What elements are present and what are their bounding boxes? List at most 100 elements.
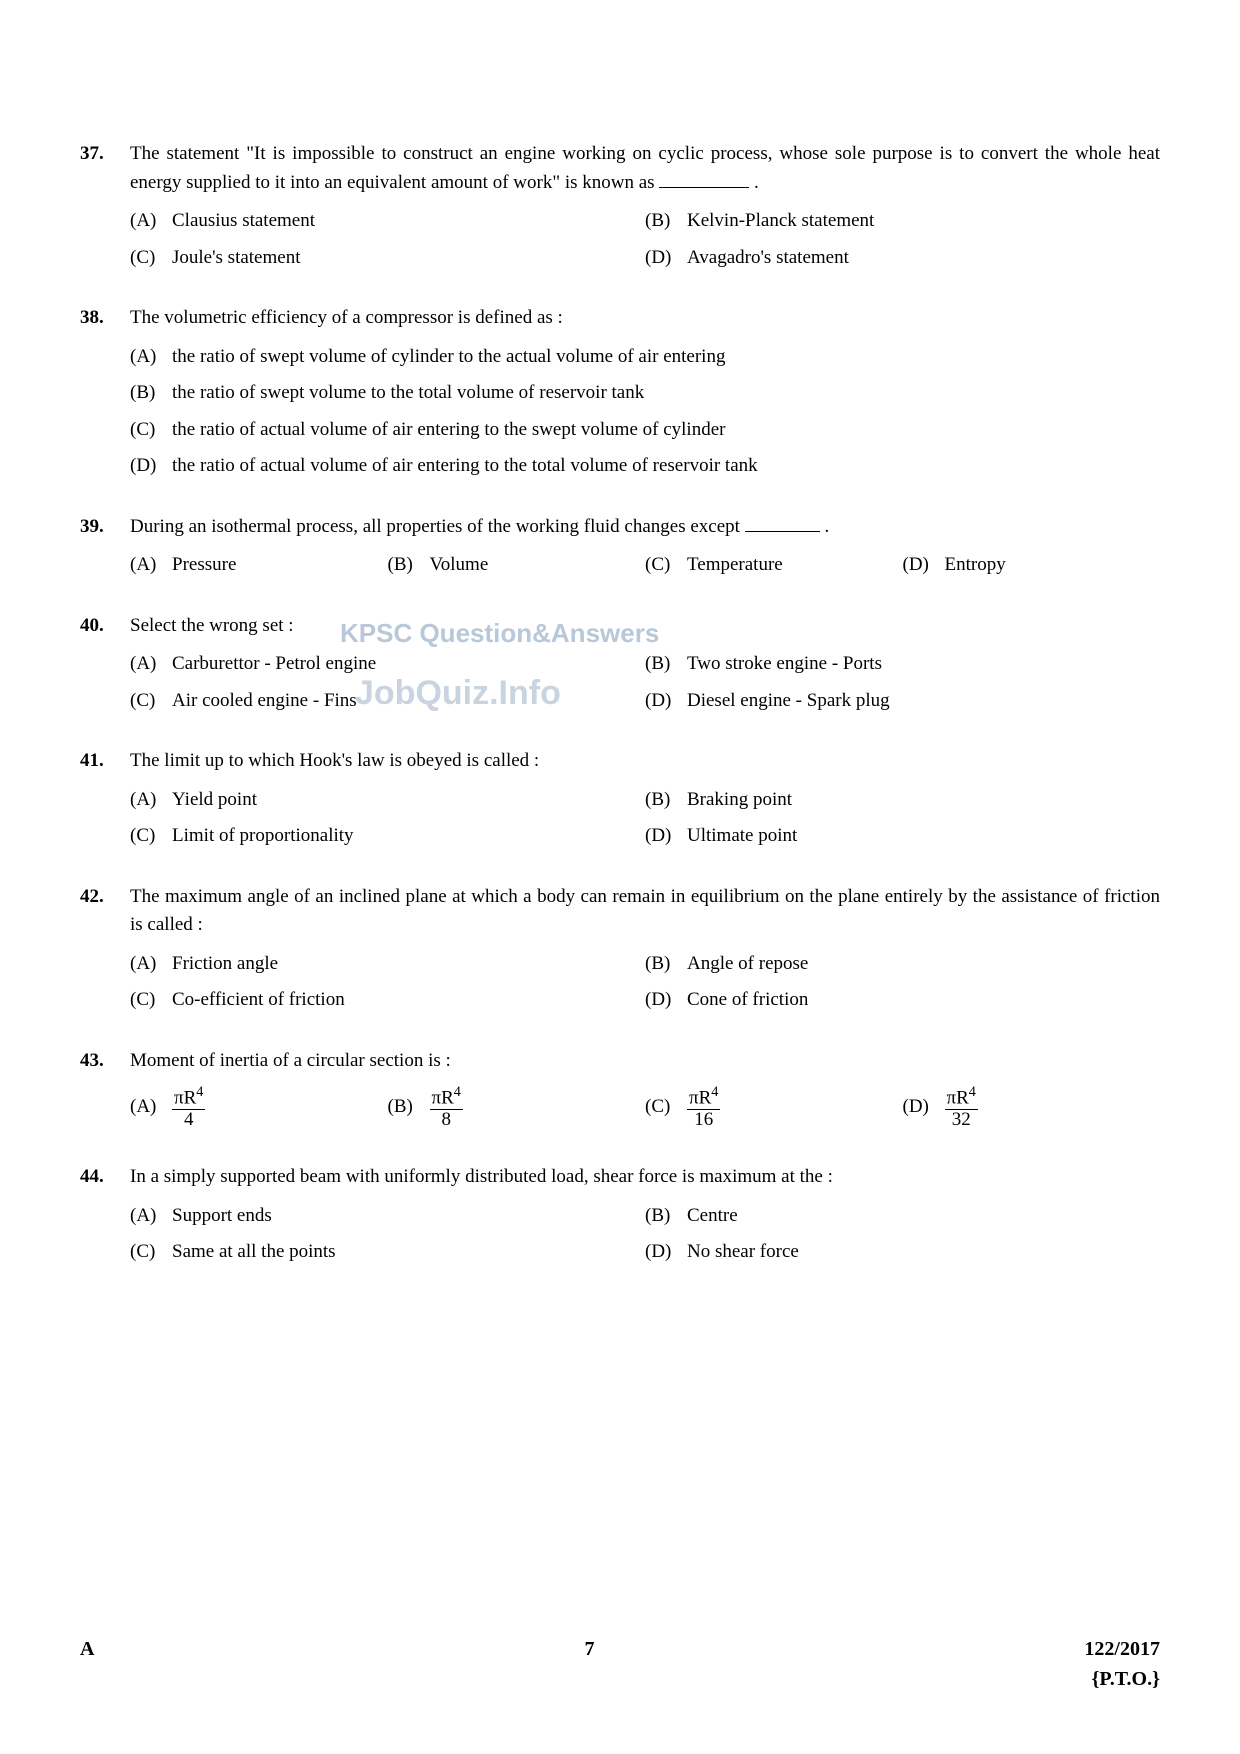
option: (A)Pressure bbox=[130, 551, 388, 580]
option-label: (D) bbox=[903, 551, 945, 580]
option-text: Kelvin-Planck statement bbox=[687, 207, 1160, 236]
option-label: (B) bbox=[645, 1202, 687, 1231]
option: (A)Yield point bbox=[130, 786, 645, 815]
question-number: 39. bbox=[80, 513, 130, 542]
option: (D)Entropy bbox=[903, 551, 1161, 580]
option-text: Entropy bbox=[945, 551, 1161, 580]
option-label: (C) bbox=[130, 822, 172, 851]
option: (D)the ratio of actual volume of air ent… bbox=[130, 452, 1160, 481]
option: (B)Kelvin-Planck statement bbox=[645, 207, 1160, 236]
option-label: (A) bbox=[130, 551, 172, 580]
option-text: Friction angle bbox=[172, 950, 645, 979]
question-body: The limit up to which Hook's law is obey… bbox=[130, 747, 1160, 851]
question-text: The maximum angle of an inclined plane a… bbox=[130, 883, 1160, 940]
option-label: (C) bbox=[645, 1093, 687, 1122]
option-text: Co-efficient of friction bbox=[172, 986, 645, 1015]
option-label: (D) bbox=[903, 1093, 945, 1122]
option-text: the ratio of actual volume of air enteri… bbox=[172, 452, 1160, 481]
option-label: (C) bbox=[130, 687, 172, 716]
question-text: The volumetric efficiency of a compresso… bbox=[130, 304, 1160, 333]
option: (A)Support ends bbox=[130, 1202, 645, 1231]
question-body: The volumetric efficiency of a compresso… bbox=[130, 304, 1160, 481]
option-label: (B) bbox=[130, 379, 172, 408]
option-label: (D) bbox=[645, 1238, 687, 1267]
option-text: Diesel engine - Spark plug bbox=[687, 687, 1160, 716]
option-text: Avagadro's statement bbox=[687, 244, 1160, 273]
question-body: The maximum angle of an inclined plane a… bbox=[130, 883, 1160, 1015]
question-number: 38. bbox=[80, 304, 130, 333]
question-text: During an isothermal process, all proper… bbox=[130, 513, 1160, 542]
question: 40.Select the wrong set :(A)Carburettor … bbox=[80, 612, 1160, 716]
option-text: Pressure bbox=[172, 551, 388, 580]
option: (A)Friction angle bbox=[130, 950, 645, 979]
options-container: (A)Clausius statement(B)Kelvin-Planck st… bbox=[130, 207, 1160, 272]
option-label: (A) bbox=[130, 207, 172, 236]
option-label: (A) bbox=[130, 950, 172, 979]
option-label: (C) bbox=[130, 986, 172, 1015]
option-label: (C) bbox=[130, 1238, 172, 1267]
option-label: (D) bbox=[130, 452, 172, 481]
option-text: πR44 bbox=[172, 1085, 388, 1131]
option: (C)Same at all the points bbox=[130, 1238, 645, 1267]
option-text: Air cooled engine - Fins bbox=[172, 687, 645, 716]
question-text: Select the wrong set : bbox=[130, 612, 1160, 641]
question-number: 41. bbox=[80, 747, 130, 776]
question-text: In a simply supported beam with uniforml… bbox=[130, 1163, 1160, 1192]
option-text: the ratio of swept volume of cylinder to… bbox=[172, 343, 1160, 372]
question-text: Moment of inertia of a circular section … bbox=[130, 1047, 1160, 1076]
option-text: No shear force bbox=[687, 1238, 1160, 1267]
question-body: Select the wrong set : (A)Carburettor - P… bbox=[130, 612, 1160, 716]
option: (B)Volume bbox=[388, 551, 646, 580]
option: (D)Ultimate point bbox=[645, 822, 1160, 851]
option: (C)Co-efficient of friction bbox=[130, 986, 645, 1015]
option-label: (B) bbox=[645, 786, 687, 815]
option: (D)Cone of friction bbox=[645, 986, 1160, 1015]
question-body: In a simply supported beam with uniforml… bbox=[130, 1163, 1160, 1267]
option-text: Centre bbox=[687, 1202, 1160, 1231]
option-text: πR432 bbox=[945, 1085, 1161, 1131]
question: 38.The volumetric efficiency of a compre… bbox=[80, 304, 1160, 481]
question: 37.The statement "It is impossible to co… bbox=[80, 140, 1160, 272]
question-body: Moment of inertia of a circular section … bbox=[130, 1047, 1160, 1132]
option-text: Carburettor - Petrol engine bbox=[172, 650, 645, 679]
option-label: (D) bbox=[645, 822, 687, 851]
option-text: Same at all the points bbox=[172, 1238, 645, 1267]
question: 44.In a simply supported beam with unifo… bbox=[80, 1163, 1160, 1267]
question: 43.Moment of inertia of a circular secti… bbox=[80, 1047, 1160, 1132]
option: (A)Clausius statement bbox=[130, 207, 645, 236]
page-content: 37.The statement "It is impossible to co… bbox=[80, 140, 1160, 1267]
option-text: Braking point bbox=[687, 786, 1160, 815]
option-label: (C) bbox=[130, 416, 172, 445]
footer-paper-code: 122/2017 bbox=[1084, 1634, 1160, 1664]
question-number: 44. bbox=[80, 1163, 130, 1192]
option: (A)Carburettor - Petrol engine bbox=[130, 650, 645, 679]
option-label: (B) bbox=[645, 950, 687, 979]
option: (B)πR48 bbox=[388, 1085, 646, 1131]
option: (B)the ratio of swept volume to the tota… bbox=[130, 379, 1160, 408]
option-text: Cone of friction bbox=[687, 986, 1160, 1015]
option-text: Angle of repose bbox=[687, 950, 1160, 979]
option-label: (A) bbox=[130, 1202, 172, 1231]
option-label: (B) bbox=[388, 1093, 430, 1122]
options-container: (A)the ratio of swept volume of cylinder… bbox=[130, 343, 1160, 481]
question: 42.The maximum angle of an inclined plan… bbox=[80, 883, 1160, 1015]
option-text: the ratio of actual volume of air enteri… bbox=[172, 416, 1160, 445]
option: (C)Limit of proportionality bbox=[130, 822, 645, 851]
option: (C)πR416 bbox=[645, 1085, 903, 1131]
option-label: (C) bbox=[130, 244, 172, 273]
question-body: The statement "It is impossible to const… bbox=[130, 140, 1160, 272]
option-label: (B) bbox=[388, 551, 430, 580]
question: 41.The limit up to which Hook's law is o… bbox=[80, 747, 1160, 851]
option: (B)Centre bbox=[645, 1202, 1160, 1231]
option-label: (C) bbox=[645, 551, 687, 580]
question: 39.During an isothermal process, all pro… bbox=[80, 513, 1160, 580]
option-label: (D) bbox=[645, 244, 687, 273]
question-number: 37. bbox=[80, 140, 130, 169]
option: (B)Two stroke engine - Ports bbox=[645, 650, 1160, 679]
options-container: (A)πR44(B)πR48(C)πR416(D)πR432 bbox=[130, 1085, 1160, 1131]
option: (B)Angle of repose bbox=[645, 950, 1160, 979]
options-container: (A)Pressure(B)Volume(C)Temperature(D)Ent… bbox=[130, 551, 1160, 580]
option-text: Ultimate point bbox=[687, 822, 1160, 851]
option: (C)Temperature bbox=[645, 551, 903, 580]
option-text: Limit of proportionality bbox=[172, 822, 645, 851]
